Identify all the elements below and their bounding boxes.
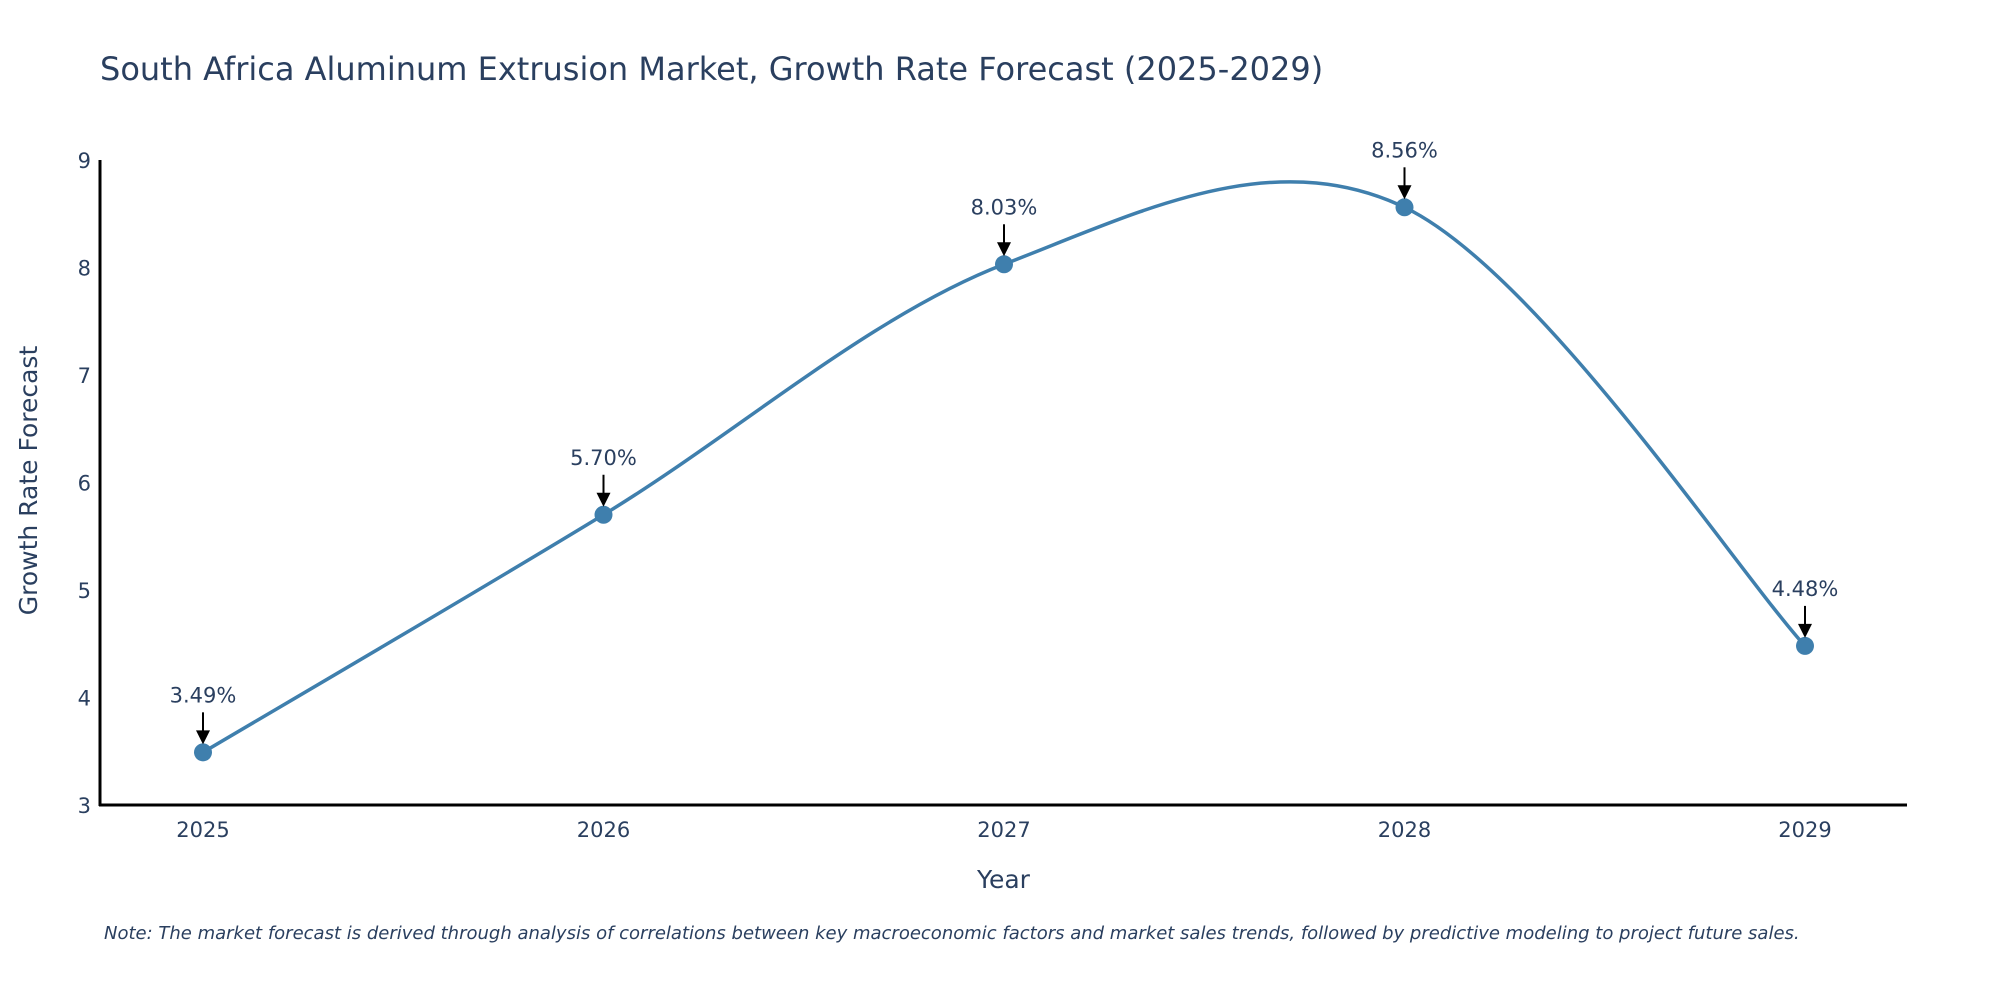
data-point-2025 [194, 743, 212, 762]
data-label: 8.03% [971, 195, 1038, 219]
data-label: 8.56% [1371, 138, 1438, 162]
y-tick-label: 6 [78, 472, 91, 496]
x-tick-label: 2029 [1778, 818, 1831, 842]
annotation-arrow-head [1798, 623, 1812, 638]
data-point-2026 [594, 505, 613, 524]
x-tick-label: 2025 [176, 818, 229, 842]
annotation-2028: 8.56% [1371, 138, 1438, 200]
annotation-arrow-head [196, 730, 210, 745]
x-tick-label: 2026 [577, 818, 630, 842]
y-tick-label: 7 [78, 364, 91, 388]
y-tick-label: 4 [78, 687, 91, 711]
series-line [202, 180, 1807, 754]
y-tick-label: 3 [78, 794, 91, 818]
data-label: 3.49% [170, 683, 237, 707]
data-markers [194, 198, 1814, 762]
data-point-2027 [995, 255, 1013, 274]
chart-note: Note: The market forecast is derived thr… [104, 923, 1800, 944]
data-label: 5.70% [570, 446, 637, 470]
x-axis-title: Year [976, 865, 1031, 894]
data-annotations: 3.49% 5.70% 8.03% 8.56% 4.48% [170, 138, 1839, 745]
y-tick-label: 8 [78, 257, 91, 281]
data-point-2028 [1395, 198, 1414, 217]
data-label: 4.48% [1772, 577, 1839, 601]
annotation-2029: 4.48% [1772, 577, 1839, 638]
annotation-arrow-head [596, 492, 611, 507]
annotation-2025: 3.49% [170, 683, 237, 745]
chart-title: South Africa Aluminum Extrusion Market, … [100, 50, 1323, 88]
y-axis-title: Growth Rate Forecast [14, 346, 43, 616]
x-axis-ticks: 2025 2026 2027 2028 2029 [176, 818, 1831, 842]
annotation-2026: 5.70% [570, 446, 637, 507]
data-point-2029 [1796, 636, 1814, 655]
annotation-2027: 8.03% [971, 195, 1038, 257]
x-tick-label: 2027 [977, 818, 1030, 842]
annotation-arrow-head [1397, 185, 1412, 200]
y-tick-label: 9 [78, 149, 91, 173]
y-tick-label: 5 [78, 579, 91, 603]
annotation-arrow-head [997, 242, 1011, 257]
x-tick-label: 2028 [1378, 818, 1431, 842]
y-axis-ticks: 3 4 5 6 7 8 9 [78, 149, 91, 818]
